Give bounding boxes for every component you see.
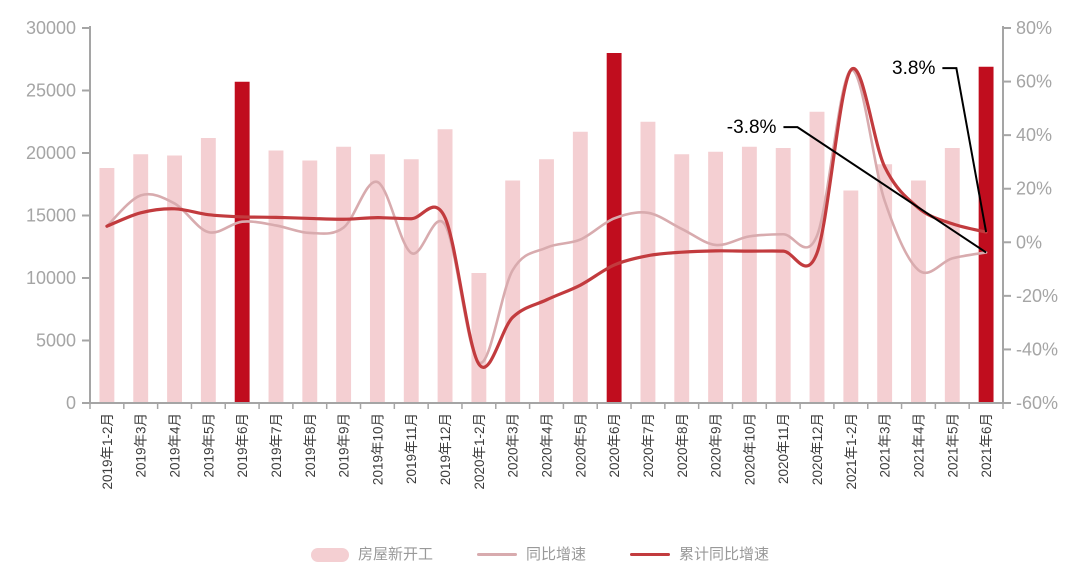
bar-2019年10月[interactable] xyxy=(369,154,385,403)
bar-2019年5月[interactable] xyxy=(200,138,216,403)
x-axis-label: 2019年7月 xyxy=(269,413,284,478)
right-axis-tick-label: -40% xyxy=(1016,339,1058,359)
right-axis-tick-label: -20% xyxy=(1016,286,1058,306)
bar-2021年1-2月[interactable] xyxy=(843,190,859,404)
legend-item-yoy-growth[interactable]: 同比增速 xyxy=(476,546,586,563)
bar-2020年7月[interactable] xyxy=(640,121,656,403)
x-axis-label: 2020年11月 xyxy=(776,413,791,484)
x-axis-label: 2020年12月 xyxy=(810,413,825,485)
annotation-leader-line xyxy=(942,67,988,233)
left-axis-tick-label: 25000 xyxy=(26,81,76,101)
chart-svg[interactable]: 0 5000 10000 15000 20000 25000 30000 -60% -40% -2… xyxy=(0,0,1080,545)
legend-label-yoy-growth: 同比增速 xyxy=(525,546,586,563)
legend-item-housing-starts[interactable]: 房屋新开工 xyxy=(310,546,433,563)
legend-bar-swatch xyxy=(310,547,349,562)
x-axis-label: 2021年5月 xyxy=(945,413,960,478)
legend: 房屋新开工 同比增速 累计同比增速 xyxy=(0,547,1080,562)
bar-2019年12月[interactable] xyxy=(437,129,453,403)
bar-2020年1-2月[interactable] xyxy=(471,273,487,403)
bar-2020年10月[interactable] xyxy=(741,146,757,403)
x-axis-label: 2021年1-2月 xyxy=(844,413,859,490)
legend-item-cumulative-yoy-growth[interactable]: 累计同比增速 xyxy=(630,547,769,562)
right-axis-tick-label: 20% xyxy=(1016,179,1052,199)
left-axis-tick-label: 10000 xyxy=(26,268,76,288)
x-axis-label: 2019年12月 xyxy=(438,413,453,485)
x-axis-label: 2019年4月 xyxy=(168,413,183,478)
legend-line-swatch xyxy=(476,553,517,556)
x-axis-label: 2021年3月 xyxy=(878,413,893,478)
x-axis-label: 2019年11月 xyxy=(404,413,419,484)
x-axis-label: 2021年4月 xyxy=(911,413,926,478)
bar-2019年3月[interactable] xyxy=(133,154,149,403)
x-axis-label: 2019年6月 xyxy=(235,413,250,478)
x-axis-label: 2019年3月 xyxy=(134,413,149,478)
x-axis-label: 2019年8月 xyxy=(303,413,318,478)
legend-label-housing-starts: 房屋新开工 xyxy=(357,546,433,563)
left-axis-tick-label: 20000 xyxy=(26,143,76,163)
bar-2020年3月[interactable] xyxy=(505,180,521,404)
right-axis-tick-label: 80% xyxy=(1016,18,1052,38)
x-axis-label: 2020年8月 xyxy=(675,413,690,478)
bar-2019年9月[interactable] xyxy=(336,146,352,403)
x-axis-label: 2019年1-2月 xyxy=(100,413,115,490)
left-axis-tick-label: 30000 xyxy=(26,18,76,38)
bar-2019年8月[interactable] xyxy=(302,160,318,404)
bar-2019年1-2月[interactable] xyxy=(99,168,115,403)
x-axis-label: 2020年4月 xyxy=(540,413,555,478)
legend-line-swatch xyxy=(630,553,670,556)
bar-2019年11月[interactable] xyxy=(403,159,419,403)
line-累计同比增速[interactable] xyxy=(105,66,988,369)
right-axis-tick-label: 40% xyxy=(1016,125,1052,145)
bar-2019年6月[interactable] xyxy=(234,81,250,403)
x-axis-label: 2020年3月 xyxy=(506,413,521,478)
x-axis-label: 2020年7月 xyxy=(641,413,656,478)
bar-2020年8月[interactable] xyxy=(674,154,690,403)
x-axis-label: 2019年10月 xyxy=(370,413,385,485)
bar-2019年4月[interactable] xyxy=(167,155,182,404)
x-axis-label: 2020年10月 xyxy=(742,413,757,485)
x-axis-label: 2021年6月 xyxy=(979,413,994,478)
annotation-leader-line xyxy=(783,126,987,254)
x-axis-label: 2020年1-2月 xyxy=(472,413,487,490)
x-axis-label: 2019年5月 xyxy=(201,413,216,478)
right-axis-tick-label: 0% xyxy=(1016,232,1042,252)
bar-2021年4月[interactable] xyxy=(911,180,926,404)
annotation-label: -3.8% xyxy=(727,117,777,138)
bar-2020年5月[interactable] xyxy=(572,131,588,403)
annotation-label: 3.8% xyxy=(892,58,935,79)
x-axis-label: 2020年5月 xyxy=(573,413,588,478)
bar-2021年3月[interactable] xyxy=(877,164,893,403)
bar-2020年9月[interactable] xyxy=(708,151,724,403)
bar-2020年12月[interactable] xyxy=(809,111,825,403)
right-axis-tick-label: 60% xyxy=(1016,72,1052,92)
bar-2021年6月[interactable] xyxy=(978,66,994,403)
bar-2019年7月[interactable] xyxy=(268,150,284,404)
left-axis-tick-label: 15000 xyxy=(26,206,76,226)
legend-label-cumulative-yoy-growth: 累计同比增速 xyxy=(679,546,770,563)
x-axis-label: 2020年6月 xyxy=(607,413,622,478)
x-axis-label: 2020年9月 xyxy=(709,413,724,478)
left-axis-tick-label: 5000 xyxy=(36,331,76,351)
right-axis-tick-label: -60% xyxy=(1016,393,1058,413)
left-axis-tick-label: 0 xyxy=(66,393,76,413)
bar-2020年11月[interactable] xyxy=(775,148,791,403)
bar-2020年6月[interactable] xyxy=(606,53,622,403)
bar-2021年5月[interactable] xyxy=(944,148,960,403)
x-axis-label: 2019年9月 xyxy=(337,413,352,478)
bar-2020年4月[interactable] xyxy=(539,159,554,403)
